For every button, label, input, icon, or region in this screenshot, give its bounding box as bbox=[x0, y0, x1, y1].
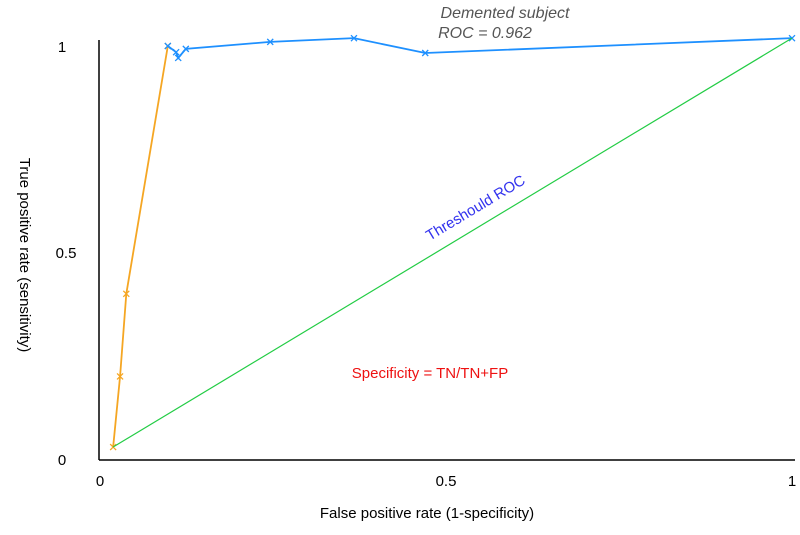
ytick-label: 0 bbox=[58, 452, 66, 469]
series-line-orange bbox=[112, 45, 169, 448]
x-axis-label: False positive rate (1-specificity) bbox=[320, 505, 534, 522]
data-point-marker bbox=[421, 49, 429, 57]
data-point-marker bbox=[172, 48, 180, 56]
data-point-marker bbox=[116, 372, 124, 380]
xtick-label: 0 bbox=[96, 473, 104, 490]
ytick-label: 0.5 bbox=[56, 245, 77, 262]
data-point-marker bbox=[182, 45, 190, 53]
chart-title: Demented subject bbox=[441, 5, 571, 22]
data-point-marker bbox=[266, 38, 274, 46]
xtick-label: 1 bbox=[788, 473, 796, 490]
chart-subtitle: ROC = 0.962 bbox=[438, 25, 532, 42]
data-point-marker bbox=[350, 34, 358, 42]
xtick-label: 0.5 bbox=[436, 473, 457, 490]
data-point-marker bbox=[164, 42, 172, 50]
y-axis-label: True positive rate (sensitivity) bbox=[16, 158, 33, 353]
specificity-annotation: Specificity = TN/TN+FP bbox=[352, 365, 508, 382]
data-point-marker bbox=[122, 290, 130, 298]
data-point-marker bbox=[174, 54, 182, 62]
ytick-label: 1 bbox=[58, 39, 66, 56]
series-line-threshold bbox=[112, 37, 793, 448]
threshold-annotation: Threshould ROC bbox=[423, 172, 528, 245]
